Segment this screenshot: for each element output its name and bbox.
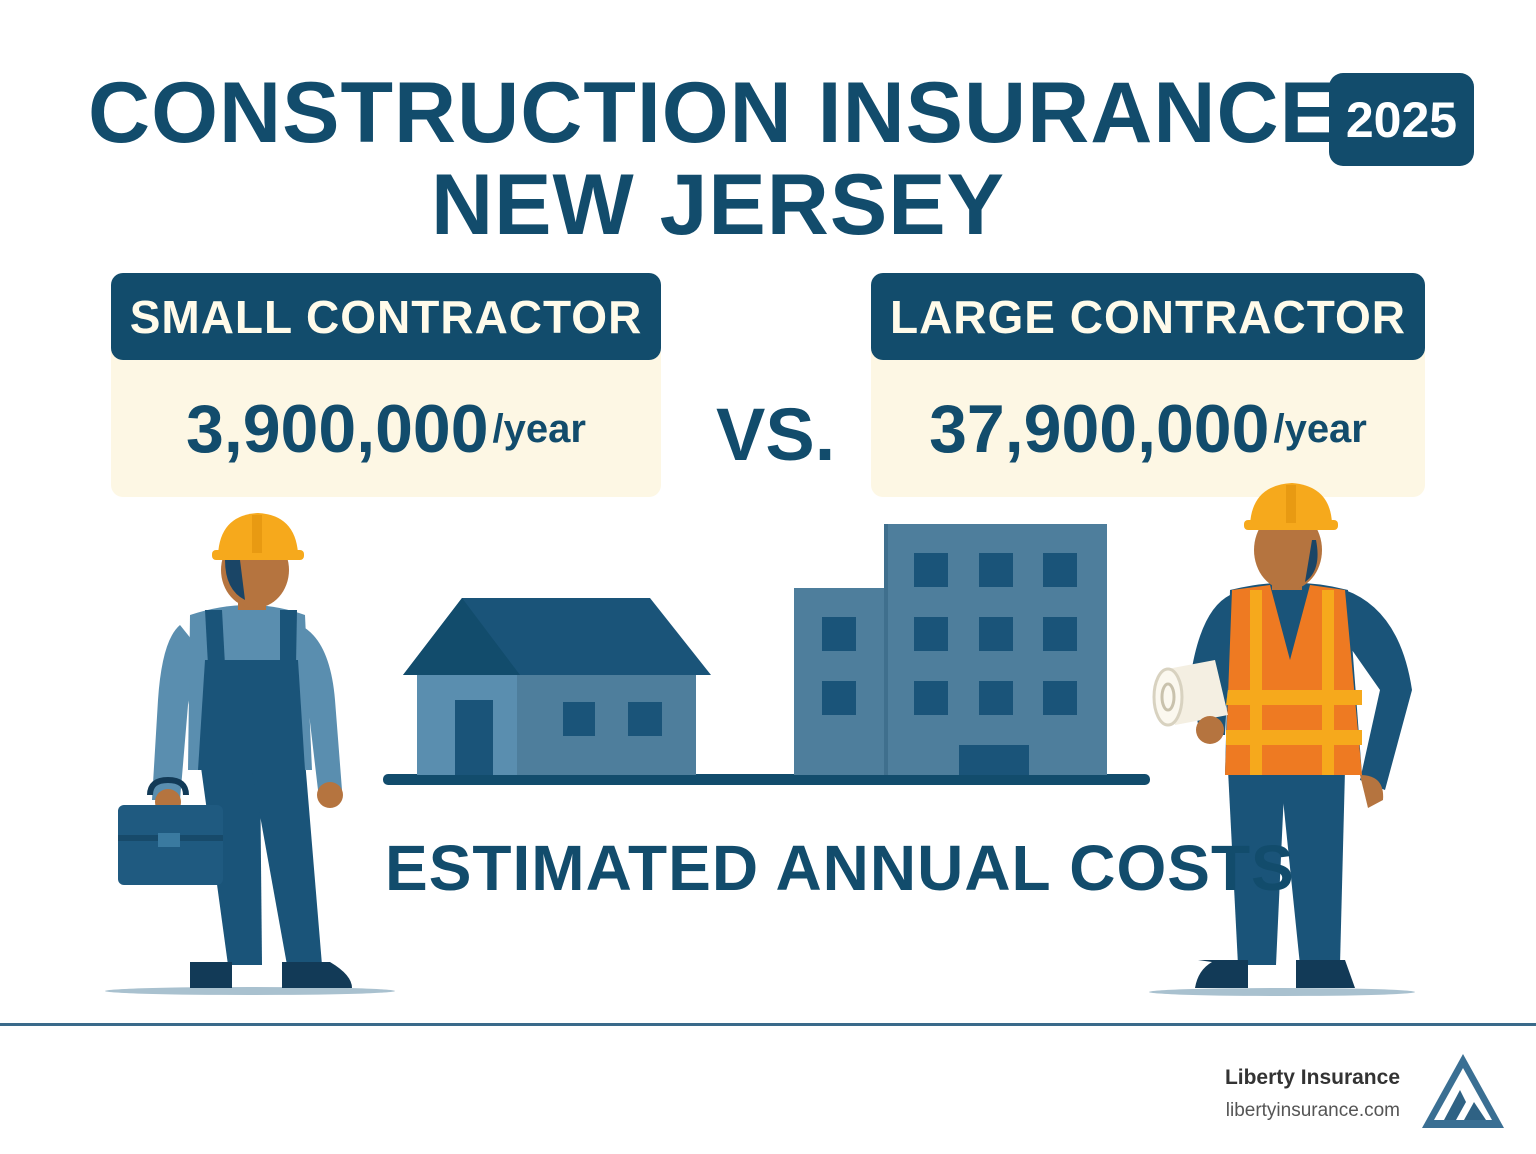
foreman-icon	[1149, 483, 1415, 996]
large-contractor-unit: /year	[1273, 406, 1367, 451]
scene-illustration	[105, 483, 1415, 996]
large-contractor-card: LARGE CONTRACTOR 37,900,000/year	[871, 273, 1425, 497]
large-contractor-cost: 37,900,000/year	[871, 349, 1425, 497]
ground-line	[383, 774, 1150, 785]
building-icon	[794, 524, 1107, 775]
brand-website: libertyinsurance.com	[1225, 1100, 1400, 1121]
small-contractor-unit: /year	[492, 406, 586, 451]
worker-icon	[105, 513, 395, 995]
year-badge: 2025	[1329, 73, 1474, 166]
versus-label: VS.	[716, 393, 836, 476]
estimated-costs-caption: ESTIMATED ANNUAL COSTS	[385, 832, 1295, 904]
small-contractor-label: SMALL CONTRACTOR	[111, 273, 661, 360]
brand-name: Liberty Insurance	[1224, 1066, 1400, 1089]
large-contractor-amount: 37,900,000	[929, 391, 1270, 467]
small-contractor-amount: 3,900,000	[186, 391, 489, 467]
small-contractor-card: SMALL CONTRACTOR 3,900,000/year	[111, 273, 661, 497]
blueprint-roll-icon	[1152, 660, 1228, 727]
title-line1: CONSTRUCTION INSURANCE	[88, 65, 1338, 161]
logo-icon	[1422, 1054, 1504, 1128]
large-contractor-label: LARGE CONTRACTOR	[871, 273, 1425, 360]
small-contractor-cost: 3,900,000/year	[111, 349, 661, 497]
title-line2: NEW JERSEY	[431, 157, 1005, 253]
footer-divider	[0, 1023, 1536, 1026]
house-icon	[403, 598, 711, 775]
